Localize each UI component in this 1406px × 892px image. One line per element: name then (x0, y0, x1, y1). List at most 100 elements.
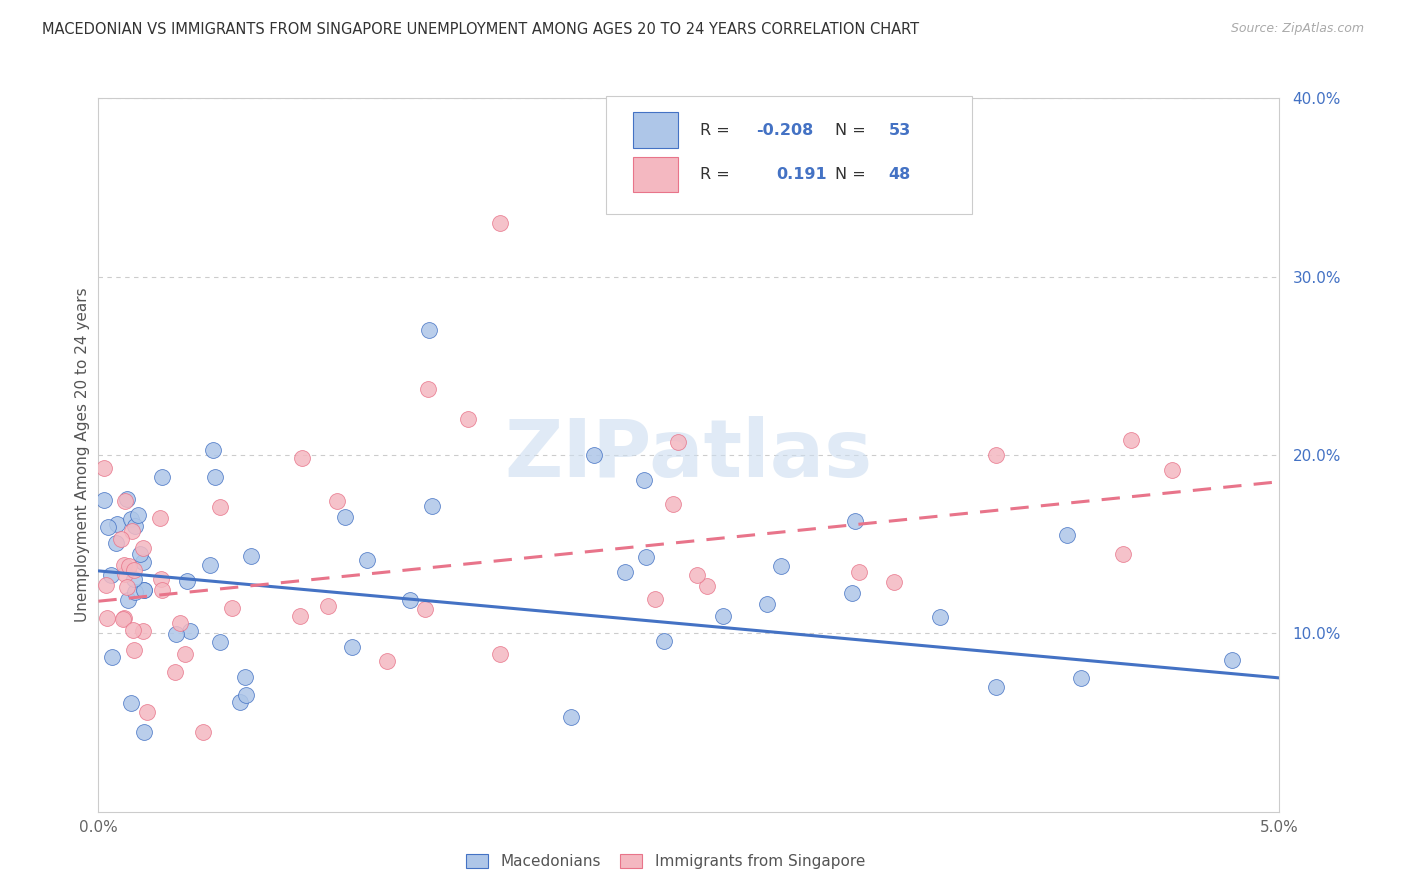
Point (221, 601, 243, 615)
Point (1056, 528, 1078, 542)
Point (399, 592, 422, 607)
Text: 53: 53 (889, 123, 911, 137)
Point (418, 323, 440, 337)
Text: 48: 48 (889, 167, 911, 182)
Text: -0.208: -0.208 (756, 123, 814, 137)
Point (105, 516, 128, 531)
Point (204, 470, 226, 484)
Point (202, 442, 225, 457)
Point (1070, 672, 1092, 686)
Point (666, 434, 689, 449)
Point (209, 500, 232, 514)
Point (122, 572, 145, 586)
Bar (634, 112, 678, 148)
Text: Source: ZipAtlas.com: Source: ZipAtlas.com (1230, 22, 1364, 36)
Point (121, 624, 143, 638)
Text: N =: N = (835, 167, 872, 182)
Point (176, 574, 198, 588)
Point (132, 582, 155, 597)
Point (844, 514, 866, 528)
Point (117, 580, 139, 594)
Point (114, 494, 136, 508)
Point (235, 670, 257, 684)
Point (333, 510, 356, 524)
Point (1111, 547, 1133, 561)
Point (488, 647, 510, 661)
Point (929, 610, 952, 624)
Point (193, 725, 215, 739)
Point (110, 533, 132, 547)
Point (209, 634, 232, 648)
Point (150, 572, 173, 586)
Point (121, 524, 143, 538)
Text: MACEDONIAN VS IMMIGRANTS FROM SINGAPORE UNEMPLOYMENT AMONG AGES 20 TO 24 YEARS C: MACEDONIAN VS IMMIGRANTS FROM SINGAPORE … (42, 22, 920, 37)
Point (560, 710, 582, 724)
Point (120, 512, 142, 526)
Point (325, 494, 347, 508)
Bar (634, 157, 678, 193)
Point (634, 549, 657, 564)
Point (228, 694, 250, 708)
Point (169, 616, 191, 631)
Point (149, 510, 172, 524)
Point (644, 591, 666, 606)
Point (841, 586, 863, 600)
Point (420, 499, 443, 513)
Point (124, 584, 146, 599)
Point (136, 705, 159, 719)
Point (696, 579, 718, 593)
Point (377, 654, 399, 668)
Point (165, 627, 187, 641)
Point (114, 567, 136, 582)
Point (131, 556, 153, 570)
Point (131, 624, 153, 639)
Point (104, 536, 127, 550)
FancyBboxPatch shape (606, 96, 973, 214)
Point (112, 558, 135, 572)
Point (984, 448, 1007, 462)
Point (416, 382, 439, 396)
Point (117, 492, 139, 507)
Point (1121, 434, 1143, 448)
Point (152, 583, 174, 598)
Point (356, 552, 378, 566)
Point (1220, 653, 1243, 667)
Point (96, 578, 118, 592)
Point (755, 597, 778, 611)
Point (122, 563, 145, 577)
Point (583, 448, 606, 462)
Point (150, 470, 173, 484)
Legend: Macedonians, Immigrants from Singapore: Macedonians, Immigrants from Singapore (460, 847, 872, 875)
Point (127, 508, 149, 522)
Point (340, 640, 363, 654)
Point (652, 633, 675, 648)
Point (613, 565, 636, 579)
Point (240, 549, 263, 564)
Point (984, 680, 1007, 694)
Point (134, 725, 156, 739)
Point (457, 412, 479, 426)
Point (132, 541, 155, 555)
Point (489, 216, 512, 230)
Point (291, 451, 314, 466)
Y-axis label: Unemployment Among Ages 20 to 24 years: Unemployment Among Ages 20 to 24 years (75, 287, 90, 623)
Point (96, 611, 118, 625)
Point (122, 643, 145, 657)
Point (124, 519, 146, 533)
Point (848, 565, 870, 579)
Text: 0.191: 0.191 (776, 167, 827, 182)
Point (112, 610, 135, 624)
Point (134, 583, 156, 598)
Point (633, 474, 655, 488)
Text: R =: R = (700, 167, 734, 182)
Point (179, 624, 201, 639)
Point (100, 567, 122, 582)
Point (413, 601, 436, 615)
Point (93, 461, 115, 475)
Point (129, 547, 152, 561)
Point (662, 497, 685, 511)
Point (288, 608, 311, 623)
Point (165, 665, 187, 679)
Point (120, 696, 142, 710)
Point (883, 575, 905, 590)
